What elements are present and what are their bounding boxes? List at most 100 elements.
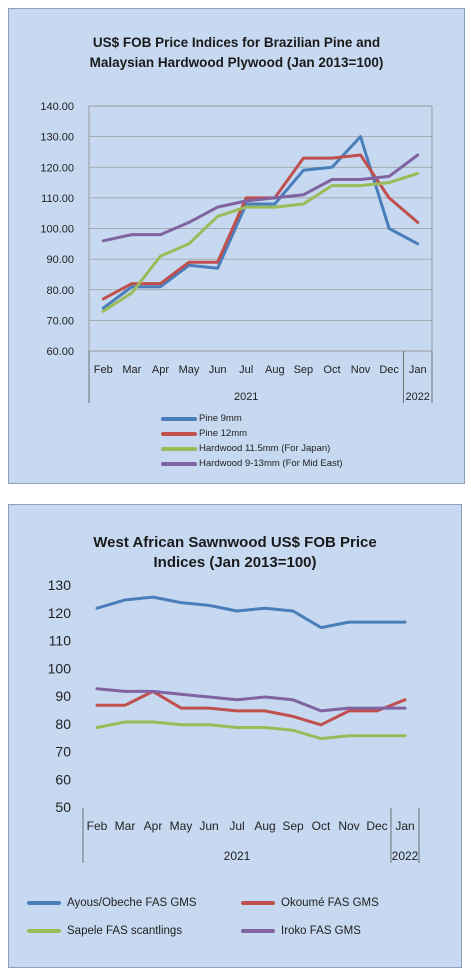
x-tick-label: Jul (229, 819, 244, 833)
data-point-pine-9mm (417, 243, 419, 245)
data-point-hardwood-9-13mm-for-mid-east (302, 194, 304, 196)
x-tick-label: Jul (239, 364, 253, 376)
data-point-pine-9mm (131, 286, 133, 288)
data-point-pine-9mm (217, 267, 219, 269)
y-tick-label: 70 (55, 744, 71, 760)
y-tick-label: 60.00 (46, 346, 74, 358)
data-point-hardwood-11-5mm-for-japan (245, 206, 247, 208)
x-tick-label: Apr (144, 819, 163, 833)
data-point-hardwood-11-5mm-for-japan (359, 185, 362, 187)
y-tick-label: 90.00 (46, 254, 74, 266)
x-tick-label: Nov (351, 364, 371, 376)
x-tick-label: Jan (395, 819, 414, 833)
y-tick-label: 100 (48, 660, 72, 676)
data-point-hardwood-9-13mm-for-mid-east (417, 154, 419, 156)
data-point-ayous-obeche-fas-gms (404, 621, 406, 623)
chart-title-line-2: Malaysian Hardwood Plywood (Jan 2013=100… (89, 55, 384, 70)
data-point-okoum-fas-gms (320, 724, 322, 726)
x-tick-label: Apr (152, 364, 169, 376)
data-point-okoum-fas-gms (292, 715, 294, 718)
data-point-pine-12mm (245, 197, 247, 199)
year-label: 2022 (392, 849, 419, 863)
data-point-ayous-obeche-fas-gms (320, 627, 322, 629)
data-point-sapele-fas-scantlings (292, 729, 294, 731)
series-line-pine-9mm (101, 135, 420, 310)
x-tick-label: Oct (312, 819, 331, 833)
chart-title-line-1: US$ FOB Price Indices for Brazilian Pine… (92, 35, 381, 50)
y-tick-label: 100.00 (40, 224, 74, 236)
x-tick-label: May (179, 364, 200, 376)
x-tick-label: Mar (115, 819, 136, 833)
data-point-hardwood-11-5mm-for-japan (417, 172, 419, 174)
data-point-pine-9mm (102, 307, 104, 309)
data-point-pine-9mm (245, 203, 247, 205)
x-tick-label: Jan (409, 364, 427, 376)
data-point-hardwood-11-5mm-for-japan (159, 255, 162, 257)
sawnwood-chart-plot: 50 60 70 80 90 100 110 120 130 Feb Mar Apr May Jun Jul… (48, 577, 420, 863)
y-tick-label: 110 (49, 633, 72, 649)
data-point-sapele-fas-scantlings (320, 738, 322, 740)
data-point-pine-9mm (159, 286, 162, 288)
data-point-hardwood-11-5mm-for-japan (131, 292, 133, 294)
data-point-hardwood-9-13mm-for-mid-east (245, 200, 247, 202)
data-point-hardwood-11-5mm-for-japan (302, 203, 304, 205)
data-point-pine-9mm (388, 227, 390, 230)
y-tick-label: 50 (55, 799, 71, 815)
data-point-hardwood-9-13mm-for-mid-east (188, 221, 190, 223)
data-point-hardwood-9-13mm-for-mid-east (388, 175, 390, 178)
data-point-pine-12mm (131, 283, 133, 285)
data-point-hardwood-9-13mm-for-mid-east (217, 206, 219, 208)
y-tick-label: 60 (55, 771, 71, 787)
x-tick-label: Nov (338, 819, 359, 833)
y-tick-label: 90 (55, 688, 71, 704)
data-point-hardwood-9-13mm-for-mid-east (131, 234, 133, 236)
data-point-okoum-fas-gms (180, 707, 182, 709)
data-point-sapele-fas-scantlings (124, 721, 126, 723)
data-point-okoum-fas-gms (124, 704, 126, 706)
series-line-iroko-fas-gms (95, 687, 407, 713)
year-label: 2022 (405, 391, 429, 403)
series-line-ayous-obeche-fas-gms (95, 595, 407, 630)
chart-title-line-1: West African Sawnwood US$ FOB Price (93, 534, 377, 551)
x-tick-label: Jun (199, 819, 218, 833)
data-point-iroko-fas-gms (404, 707, 406, 709)
x-tick-label: Oct (323, 364, 340, 376)
year-label: 2021 (224, 849, 251, 863)
series-line-sapele-fas-scantlings (95, 720, 407, 741)
data-point-iroko-fas-gms (180, 693, 182, 695)
y-tick-label: 120.00 (40, 162, 74, 174)
data-point-ayous-obeche-fas-gms (348, 621, 350, 623)
data-point-ayous-obeche-fas-gms (376, 621, 378, 623)
data-point-ayous-obeche-fas-gms (292, 610, 294, 612)
data-point-pine-9mm (274, 203, 276, 205)
data-point-pine-12mm (217, 261, 219, 263)
y-tick-label: 80 (55, 716, 71, 732)
data-point-hardwood-11-5mm-for-japan (274, 206, 276, 208)
x-tick-label: Mar (122, 364, 141, 376)
data-point-pine-12mm (302, 157, 304, 159)
data-point-okoum-fas-gms (376, 710, 378, 712)
data-point-sapele-fas-scantlings (348, 735, 350, 737)
data-point-iroko-fas-gms (348, 707, 350, 709)
data-point-pine-9mm (331, 166, 333, 168)
x-tick-label: Dec (379, 364, 399, 376)
data-point-pine-12mm (417, 221, 419, 223)
data-point-pine-9mm (302, 169, 304, 171)
data-point-okoum-fas-gms (236, 710, 238, 712)
data-point-hardwood-11-5mm-for-japan (102, 310, 104, 312)
data-point-iroko-fas-gms (152, 690, 154, 693)
data-point-hardwood-9-13mm-for-mid-east (359, 178, 362, 181)
data-point-sapele-fas-scantlings (96, 726, 98, 729)
plywood-chart-plot: 60.00 70.00 80.00 90.00 100.00 110.00 120.00 13… (40, 101, 433, 403)
x-tick-label: Sep (294, 364, 314, 376)
series-line-hardwood-9-13mm-for-mid-east (101, 153, 420, 243)
data-point-sapele-fas-scantlings (404, 735, 406, 737)
data-point-pine-12mm (159, 283, 162, 285)
data-point-pine-12mm (102, 298, 104, 300)
y-tick-label: 140.00 (40, 101, 74, 113)
data-point-hardwood-9-13mm-for-mid-east (102, 240, 104, 242)
data-point-ayous-obeche-fas-gms (152, 596, 154, 598)
x-tick-label: May (170, 819, 193, 833)
data-point-ayous-obeche-fas-gms (208, 604, 210, 607)
data-point-iroko-fas-gms (96, 688, 98, 690)
